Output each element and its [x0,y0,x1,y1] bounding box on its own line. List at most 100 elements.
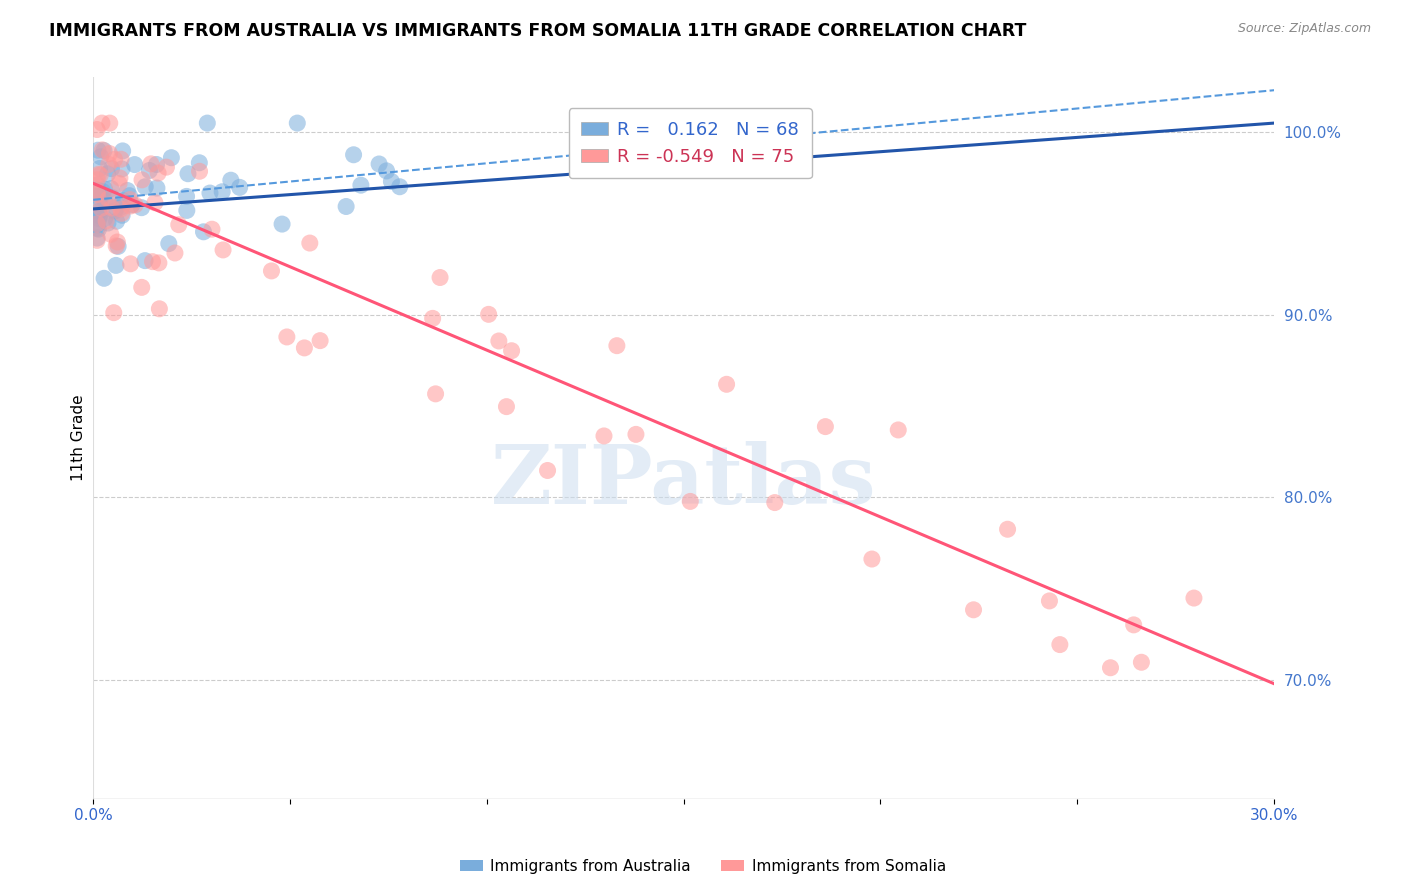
Point [138,163,160,178]
Point [860,552,883,566]
Point [100,227,122,242]
Point [86,221,108,235]
Point [105,201,128,215]
Point [212,243,235,257]
Point [111,206,134,220]
Point [100,181,122,195]
Point [111,194,134,208]
Point [1130,655,1153,669]
Point [110,200,132,214]
Point [146,166,169,180]
Text: ZIPatlas: ZIPatlas [491,442,876,522]
Legend: Immigrants from Australia, Immigrants from Somalia: Immigrants from Australia, Immigrants fr… [454,853,952,880]
Point [86,184,108,198]
Point [120,257,142,271]
Point [93,271,115,285]
Point [1099,661,1122,675]
Point [89,197,111,211]
Point [195,116,218,130]
Point [131,201,153,215]
Point [131,280,153,294]
Point [350,178,373,193]
Point [176,203,198,218]
Point [105,214,128,228]
Legend: R =   0.162   N = 68, R = -0.549   N = 75: R = 0.162 N = 68, R = -0.549 N = 75 [568,108,811,178]
Point [86,184,108,198]
Point [96,167,118,181]
Point [121,198,143,212]
Point [193,225,215,239]
Point [211,185,233,199]
Point [148,301,170,316]
Point [94,194,117,208]
Point [103,153,125,167]
Point [201,222,224,236]
Point [260,264,283,278]
Point [124,157,146,171]
Point [87,222,110,236]
Point [98,116,121,130]
Point [86,122,108,136]
Point [342,148,364,162]
Point [167,218,190,232]
Point [488,334,510,348]
Point [478,307,501,321]
Point [124,198,146,212]
Point [298,235,321,250]
Point [679,494,702,508]
Point [763,495,786,509]
Point [425,387,447,401]
Point [89,168,111,182]
Point [716,377,738,392]
Point [93,211,115,226]
Point [1049,638,1071,652]
Point [375,164,398,178]
Point [887,423,910,437]
Point [98,146,121,161]
Point [163,246,186,260]
Point [157,236,180,251]
Point [120,199,142,213]
Point [1122,618,1144,632]
Point [105,235,128,249]
Point [148,256,170,270]
Point [309,334,332,348]
Point [97,216,120,230]
Point [606,339,628,353]
Point [292,341,315,355]
Point [624,427,647,442]
Point [89,191,111,205]
Point [188,155,211,169]
Point [380,174,402,188]
Point [388,179,411,194]
Point [90,116,112,130]
Point [87,204,110,219]
Point [188,164,211,178]
Point [101,190,124,204]
Point [962,603,984,617]
Point [89,208,111,222]
Point [111,144,134,158]
Point [87,211,110,226]
Point [228,180,250,194]
Point [86,218,108,232]
Point [96,214,118,228]
Point [117,184,139,198]
Point [97,157,120,171]
Point [86,208,108,222]
Point [111,208,134,222]
Point [139,157,162,171]
Point [495,400,517,414]
Point [90,150,112,164]
Point [271,217,294,231]
Point [177,167,200,181]
Point [335,199,357,213]
Point [131,173,153,187]
Point [89,161,111,176]
Point [368,157,391,171]
Point [105,239,128,253]
Point [593,429,616,443]
Y-axis label: 11th Grade: 11th Grade [72,395,86,482]
Point [997,522,1019,536]
Point [91,185,114,199]
